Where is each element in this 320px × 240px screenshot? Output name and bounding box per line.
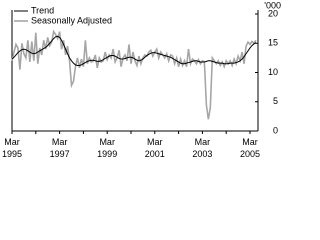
x-tick-label: Mar 1995 <box>1 137 23 159</box>
y-axis-label: '000 <box>264 0 281 10</box>
x-tick-label: Mar 2001 <box>144 137 165 159</box>
x-tick-label: Mar 2003 <box>192 137 213 159</box>
y-tick-label: 15 <box>268 38 278 48</box>
legend-label: Trend <box>31 5 54 15</box>
x-tick-label: Mar 1999 <box>97 137 118 159</box>
x-tick-label: Mar 1997 <box>49 137 70 159</box>
y-tick-label: 0 <box>273 125 278 135</box>
y-tick-label: 20 <box>268 8 278 18</box>
x-tick-label: Mar 2005 <box>239 137 261 159</box>
legend-label: Seasonally Adjusted <box>31 15 112 25</box>
y-tick-label: 5 <box>273 96 278 106</box>
series-line <box>11 35 257 66</box>
chart: '000 0 5 10 15 20 Trend Seasonally Adjusted Ma… <box>1 0 281 159</box>
y-tick-label: 10 <box>268 67 278 77</box>
